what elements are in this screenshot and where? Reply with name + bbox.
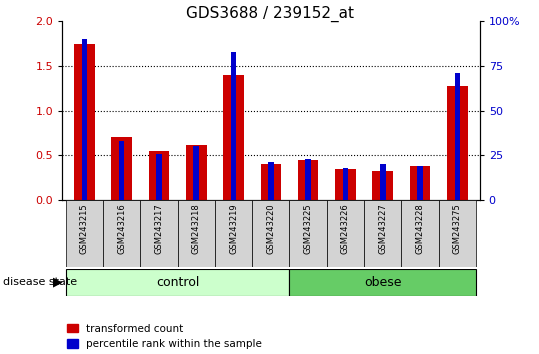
Bar	[156, 154, 162, 200]
Bar	[343, 168, 348, 200]
Legend: transformed count, percentile rank within the sample: transformed count, percentile rank withi…	[67, 324, 262, 349]
Text: ▶: ▶	[53, 276, 63, 289]
Bar	[410, 166, 430, 200]
Text: obese: obese	[364, 276, 402, 289]
Bar	[223, 75, 244, 200]
Bar	[178, 200, 215, 267]
Bar	[215, 200, 252, 267]
Bar	[298, 160, 319, 200]
Text: GSM243219: GSM243219	[229, 203, 238, 254]
Text: disease state: disease state	[3, 277, 77, 287]
Bar	[306, 159, 311, 200]
Text: control: control	[156, 276, 199, 289]
Text: GSM243227: GSM243227	[378, 203, 387, 254]
Bar	[112, 137, 132, 200]
Bar	[260, 164, 281, 200]
Bar	[402, 200, 439, 267]
Bar	[149, 151, 169, 200]
Bar	[81, 39, 87, 200]
Bar	[119, 141, 125, 200]
Bar	[454, 73, 460, 200]
Bar	[268, 162, 274, 200]
Bar	[289, 200, 327, 267]
Text: GSM243228: GSM243228	[416, 203, 425, 254]
Bar	[447, 86, 468, 200]
Text: GSM243275: GSM243275	[453, 203, 462, 254]
Bar	[252, 200, 289, 267]
Bar	[74, 44, 95, 200]
Bar	[327, 200, 364, 267]
Bar	[439, 200, 476, 267]
Bar	[103, 200, 140, 267]
Text: GSM243215: GSM243215	[80, 203, 89, 254]
Bar	[372, 171, 393, 200]
Bar	[66, 269, 289, 296]
Text: GDS3688 / 239152_at: GDS3688 / 239152_at	[185, 5, 354, 22]
Text: GSM243216: GSM243216	[117, 203, 126, 254]
Bar	[417, 166, 423, 200]
Bar	[364, 200, 402, 267]
Bar	[194, 147, 199, 200]
Text: GSM243220: GSM243220	[266, 203, 275, 254]
Bar	[335, 169, 356, 200]
Bar	[66, 200, 103, 267]
Bar	[231, 52, 236, 200]
Text: GSM243225: GSM243225	[303, 203, 313, 254]
Bar	[140, 200, 178, 267]
Text: GSM243218: GSM243218	[192, 203, 201, 254]
Text: GSM243217: GSM243217	[155, 203, 163, 254]
Bar	[380, 164, 385, 200]
Bar	[289, 269, 476, 296]
Text: GSM243226: GSM243226	[341, 203, 350, 254]
Bar	[186, 144, 206, 200]
